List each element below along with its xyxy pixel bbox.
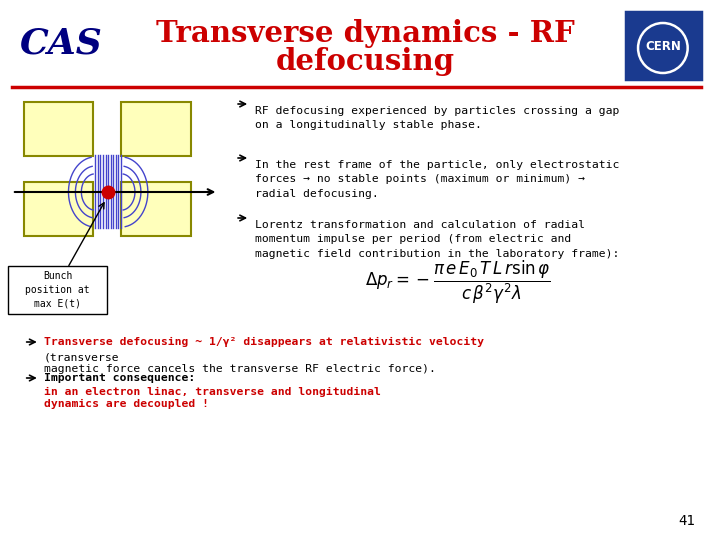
Text: defocusing: defocusing xyxy=(276,46,454,76)
Text: CERN: CERN xyxy=(645,39,681,52)
Text: Important consequence:: Important consequence: xyxy=(44,373,202,383)
Text: Lorentz transformation and calculation of radial
momentum impulse per period (fr: Lorentz transformation and calculation o… xyxy=(255,220,619,259)
Text: Bunch
position at
max E(t): Bunch position at max E(t) xyxy=(25,271,90,309)
Text: RF defocusing experienced by particles crossing a gap
on a longitudinally stable: RF defocusing experienced by particles c… xyxy=(255,106,619,130)
Text: 41: 41 xyxy=(678,514,695,528)
Text: (transverse
magnetic force cancels the transverse RF electric force).: (transverse magnetic force cancels the t… xyxy=(44,352,436,374)
Text: Transverse defocusing ~ 1/γ² disappears at relativistic velocity: Transverse defocusing ~ 1/γ² disappears … xyxy=(44,337,484,347)
FancyBboxPatch shape xyxy=(121,102,191,156)
FancyBboxPatch shape xyxy=(626,12,701,79)
FancyBboxPatch shape xyxy=(24,182,94,236)
FancyBboxPatch shape xyxy=(24,102,94,156)
FancyBboxPatch shape xyxy=(8,266,107,314)
Text: Transverse dynamics - RF: Transverse dynamics - RF xyxy=(156,18,575,48)
Text: $\Delta p_r = -\dfrac{\pi\, e\, E_0\, T\, L\, r\sin\varphi}{c\,\beta^2\gamma^2\l: $\Delta p_r = -\dfrac{\pi\, e\, E_0\, T\… xyxy=(366,258,552,306)
FancyBboxPatch shape xyxy=(121,182,191,236)
Text: in an electron linac, transverse and longitudinal
dynamics are decoupled !: in an electron linac, transverse and lon… xyxy=(44,387,381,409)
Text: CAS: CAS xyxy=(20,26,103,60)
Text: In the rest frame of the particle, only electrostatic
forces → no stable points : In the rest frame of the particle, only … xyxy=(255,160,619,199)
